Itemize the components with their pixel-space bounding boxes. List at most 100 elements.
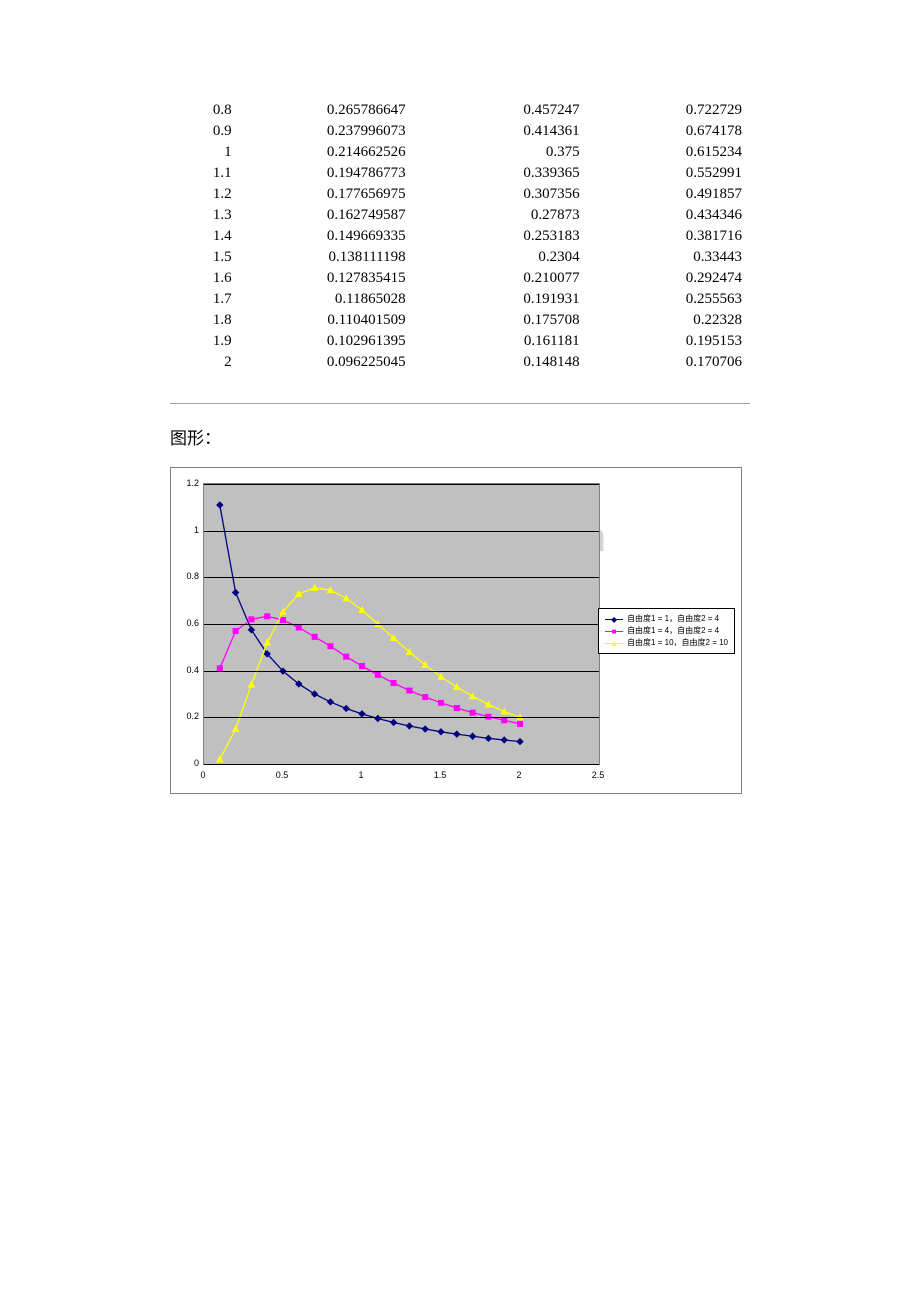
- x-tick-label: 2: [516, 770, 521, 780]
- table-cell: 0.138111198: [240, 247, 414, 268]
- legend-item: ◆ 自由度1 = 1，自由度2 = 4: [605, 613, 728, 625]
- table-cell: 0.9: [170, 121, 240, 142]
- table-row: 1.30.1627495870.278730.434346: [170, 205, 750, 226]
- legend-item: ■ 自由度1 = 4，自由度2 = 4: [605, 625, 728, 637]
- y-tick-label: 1.2: [173, 478, 199, 488]
- table-cell: 0.253183: [414, 226, 588, 247]
- table-row: 1.80.1104015090.1757080.22328: [170, 310, 750, 331]
- table-cell: 0.674178: [588, 121, 750, 142]
- table-cell: 0.175708: [414, 310, 588, 331]
- x-tick-label: 0: [200, 770, 205, 780]
- divider: [170, 403, 750, 404]
- table-cell: 0.149669335: [240, 226, 414, 247]
- legend-label: 自由度1 = 1，自由度2 = 4: [627, 613, 719, 625]
- table-cell: 0.110401509: [240, 310, 414, 331]
- legend-swatch: ■: [605, 631, 623, 632]
- table-cell: 0.2304: [414, 247, 588, 268]
- table-cell: 0.457247: [414, 100, 588, 121]
- table-row: 1.90.1029613950.1611810.195153: [170, 331, 750, 352]
- table-row: 1.50.1381111980.23040.33443: [170, 247, 750, 268]
- y-tick-label: 0.2: [173, 711, 199, 721]
- figure-label: 图形：: [170, 424, 750, 449]
- table-cell: 0.307356: [414, 184, 588, 205]
- table-row: 10.2146625260.3750.615234: [170, 142, 750, 163]
- legend: ◆ 自由度1 = 1，自由度2 = 4 ■ 自由度1 = 4，自由度2 = 4 ▲ 自由度…: [598, 608, 735, 654]
- x-tick-label: 2.5: [592, 770, 605, 780]
- table-row: 1.10.1947867730.3393650.552991: [170, 163, 750, 184]
- y-tick-label: 0.4: [173, 665, 199, 675]
- table-cell: 1.3: [170, 205, 240, 226]
- y-tick-label: 1: [173, 525, 199, 535]
- table-cell: 1.7: [170, 289, 240, 310]
- table-cell: 1.6: [170, 268, 240, 289]
- legend-label: 自由度1 = 10，自由度2 = 10: [627, 637, 728, 649]
- table-cell: 0.381716: [588, 226, 750, 247]
- table-cell: 0.414361: [414, 121, 588, 142]
- data-table-body: 0.80.2657866470.4572470.7227290.90.23799…: [170, 100, 750, 373]
- table-cell: 0.615234: [588, 142, 750, 163]
- table-cell: 0.27873: [414, 205, 588, 226]
- legend-label: 自由度1 = 4，自由度2 = 4: [627, 625, 719, 637]
- plot-area: [203, 483, 600, 765]
- data-table: 0.80.2657866470.4572470.7227290.90.23799…: [170, 100, 750, 373]
- table-cell: 0.148148: [414, 352, 588, 373]
- x-tick-label: 0.5: [276, 770, 289, 780]
- table-cell: 0.191931: [414, 289, 588, 310]
- table-cell: 1.2: [170, 184, 240, 205]
- table-cell: 0.096225045: [240, 352, 414, 373]
- y-tick-label: 0: [173, 758, 199, 768]
- grid-line: [204, 717, 599, 718]
- table-cell: 0.491857: [588, 184, 750, 205]
- table-cell: 2: [170, 352, 240, 373]
- table-cell: 0.170706: [588, 352, 750, 373]
- table-cell: 0.22328: [588, 310, 750, 331]
- table-cell: 0.265786647: [240, 100, 414, 121]
- table-cell: 1.4: [170, 226, 240, 247]
- table-cell: 0.127835415: [240, 268, 414, 289]
- table-cell: 0.161181: [414, 331, 588, 352]
- table-row: 1.20.1776569750.3073560.491857: [170, 184, 750, 205]
- table-cell: 1.5: [170, 247, 240, 268]
- table-cell: 0.8: [170, 100, 240, 121]
- table-cell: 0.292474: [588, 268, 750, 289]
- table-cell: 0.11865028: [240, 289, 414, 310]
- y-tick-label: 0.8: [173, 571, 199, 581]
- legend-swatch: ◆: [605, 619, 623, 620]
- table-cell: 1.1: [170, 163, 240, 184]
- table-cell: 0.177656975: [240, 184, 414, 205]
- table-cell: 0.722729: [588, 100, 750, 121]
- table-cell: 0.255563: [588, 289, 750, 310]
- grid-line: [204, 577, 599, 578]
- table-cell: 0.375: [414, 142, 588, 163]
- legend-swatch: ▲: [605, 643, 623, 644]
- table-row: 1.60.1278354150.2100770.292474: [170, 268, 750, 289]
- x-tick-label: 1: [358, 770, 363, 780]
- table-row: 1.70.118650280.1919310.255563: [170, 289, 750, 310]
- table-cell: 1: [170, 142, 240, 163]
- grid-line: [204, 671, 599, 672]
- table-row: 0.80.2657866470.4572470.722729: [170, 100, 750, 121]
- table-cell: 0.434346: [588, 205, 750, 226]
- table-cell: 0.339365: [414, 163, 588, 184]
- table-row: 20.0962250450.1481480.170706: [170, 352, 750, 373]
- grid-line: [204, 624, 599, 625]
- chart-container: www.bdocx.com ◆自由度1 = 1，自由度2 = 4■自由度1 = …: [170, 467, 742, 794]
- legend-item: ▲ 自由度1 = 10，自由度2 = 10: [605, 637, 728, 649]
- y-tick-label: 0.6: [173, 618, 199, 628]
- table-cell: 0.214662526: [240, 142, 414, 163]
- grid-line: [204, 764, 599, 765]
- table-row: 0.90.2379960730.4143610.674178: [170, 121, 750, 142]
- grid-line: [204, 484, 599, 485]
- table-cell: 0.33443: [588, 247, 750, 268]
- table-cell: 0.237996073: [240, 121, 414, 142]
- table-cell: 0.162749587: [240, 205, 414, 226]
- table-row: 1.40.1496693350.2531830.381716: [170, 226, 750, 247]
- grid-line: [204, 531, 599, 532]
- table-cell: 0.194786773: [240, 163, 414, 184]
- table-cell: 0.552991: [588, 163, 750, 184]
- table-cell: 0.102961395: [240, 331, 414, 352]
- table-cell: 1.8: [170, 310, 240, 331]
- table-cell: 1.9: [170, 331, 240, 352]
- x-tick-label: 1.5: [434, 770, 447, 780]
- table-cell: 0.195153: [588, 331, 750, 352]
